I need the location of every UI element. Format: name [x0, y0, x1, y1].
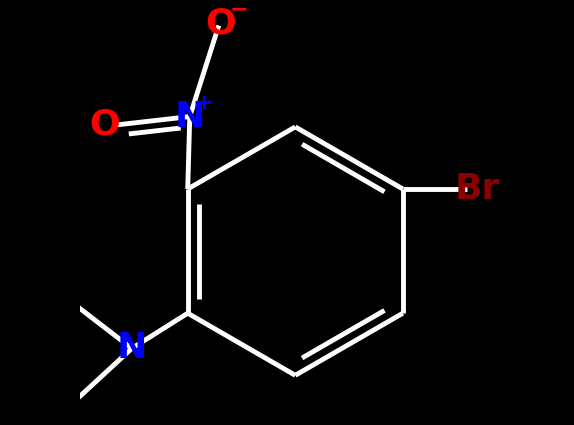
Text: N: N: [117, 332, 147, 366]
Text: O: O: [205, 6, 236, 40]
Text: O: O: [90, 108, 121, 142]
Text: −: −: [230, 0, 248, 20]
Text: +: +: [195, 94, 214, 113]
Text: Br: Br: [455, 172, 500, 206]
Text: N: N: [174, 99, 205, 133]
